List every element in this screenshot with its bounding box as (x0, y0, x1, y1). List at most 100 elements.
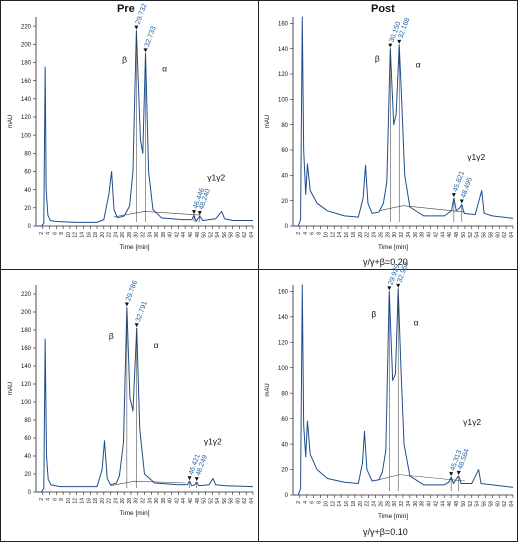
x-tick-label: 48 (195, 498, 201, 504)
x-tick-label: 24 (372, 501, 378, 507)
x-tick-label: 42 (433, 501, 439, 507)
x-tick-label: 52 (208, 232, 214, 238)
x-tick-label: 2 (296, 501, 302, 504)
x-tick-label: 58 (488, 501, 494, 507)
x-tick-label: 22 (365, 232, 371, 238)
x-tick-label: 22 (107, 232, 113, 238)
peak-retention-label: 29.786 (125, 280, 139, 303)
peak-marker (456, 470, 461, 475)
top-right-ratio-caption: γ/γ+β=0.20 (363, 257, 408, 267)
chain-annotation: γ1γ2 (207, 173, 225, 183)
x-tick-label: 38 (420, 501, 426, 507)
x-tick-label: 64 (249, 498, 255, 504)
x-tick-label: 58 (229, 498, 235, 504)
x-tick-label: 34 (147, 232, 153, 238)
x-tick-label: 50 (202, 232, 208, 238)
y-tick-label: 100 (278, 98, 289, 104)
integration-baseline (378, 205, 465, 213)
x-tick-label: 56 (482, 501, 488, 507)
y-tick-label: 180 (21, 61, 32, 67)
x-tick-label: 42 (174, 498, 180, 504)
x-tick-label: 28 (127, 498, 133, 504)
x-tick-label: 20 (358, 232, 364, 238)
y-axis-label: mAU (8, 115, 14, 128)
x-tick-label: 54 (475, 232, 481, 238)
x-tick-label: 36 (413, 501, 419, 507)
x-tick-label: 40 (427, 501, 433, 507)
x-tick-label: 50 (461, 501, 467, 507)
peak-marker (459, 199, 464, 204)
x-tick-label: 34 (406, 232, 412, 238)
x-tick-label: 62 (502, 232, 508, 238)
x-tick-label: 30 (392, 501, 398, 507)
chromatogram-trace (36, 30, 253, 227)
x-tick-label: 26 (378, 232, 384, 238)
x-tick-label: 46 (188, 232, 194, 238)
x-tick-label: 24 (113, 232, 119, 238)
x-tick-label: 42 (433, 232, 439, 238)
x-tick-label: 20 (358, 501, 364, 507)
x-tick-label: 58 (229, 232, 235, 238)
x-tick-label: 62 (242, 498, 248, 504)
x-tick-label: 38 (161, 232, 167, 238)
x-tick-label: 48 (195, 232, 201, 238)
x-tick-label: 22 (365, 501, 371, 507)
chain-annotation: α (154, 340, 159, 350)
y-tick-label: 220 (21, 292, 32, 298)
y-tick-label: 120 (278, 340, 289, 346)
x-tick-label: 4 (46, 232, 52, 235)
y-tick-label: 60 (281, 148, 288, 154)
y-tick-label: 40 (281, 174, 288, 180)
x-tick-label: 6 (310, 501, 316, 504)
x-tick-label: 60 (495, 232, 501, 238)
horizontal-divider (0, 269, 518, 270)
y-axis-label: mAU (265, 383, 271, 396)
peak-marker (197, 211, 202, 216)
chain-annotation: γ1γ2 (463, 417, 481, 427)
y-tick-label: 60 (24, 170, 31, 176)
peak-retention-label: 32.733 (144, 25, 158, 48)
x-tick-label: 26 (120, 498, 126, 504)
x-tick-label: 40 (168, 232, 174, 238)
x-tick-label: 10 (323, 232, 329, 238)
y-tick-label: 140 (278, 47, 289, 53)
x-tick-label: 32 (399, 501, 405, 507)
x-tick-label: 24 (372, 232, 378, 238)
y-tick-label: 80 (281, 391, 288, 397)
integration-baseline (378, 474, 465, 482)
x-tick-label: 44 (440, 501, 446, 507)
x-axis-label: Time [min] (378, 244, 408, 251)
x-tick-label: 28 (127, 232, 133, 238)
x-tick-label: 14 (79, 498, 85, 504)
x-tick-label: 56 (222, 232, 228, 238)
x-tick-label: 26 (120, 232, 126, 238)
y-tick-label: 140 (21, 364, 32, 370)
y-tick-label: 160 (21, 79, 32, 85)
x-tick-label: 34 (147, 498, 153, 504)
x-tick-label: 56 (222, 498, 228, 504)
x-tick-label: 52 (208, 498, 214, 504)
x-tick-label: 44 (181, 498, 187, 504)
y-tick-label: 40 (24, 454, 31, 460)
x-tick-label: 2 (39, 498, 45, 501)
x-tick-label: 12 (330, 232, 336, 238)
x-tick-label: 8 (59, 498, 65, 501)
x-tick-label: 50 (202, 498, 208, 504)
x-tick-label: 28 (385, 232, 391, 238)
x-tick-label: 48 (454, 232, 460, 238)
y-tick-label: 100 (21, 133, 32, 139)
x-tick-label: 46 (188, 498, 194, 504)
y-tick-label: 80 (24, 418, 31, 424)
y-tick-label: 0 (28, 490, 32, 496)
x-tick-label: 16 (86, 498, 92, 504)
x-tick-label: 42 (174, 232, 180, 238)
x-tick-label: 14 (337, 501, 343, 507)
chain-annotation: β (122, 54, 127, 64)
chromatogram-trace (293, 284, 514, 496)
x-tick-label: 18 (93, 232, 99, 238)
x-tick-label: 50 (461, 232, 467, 238)
x-tick-label: 48 (454, 501, 460, 507)
